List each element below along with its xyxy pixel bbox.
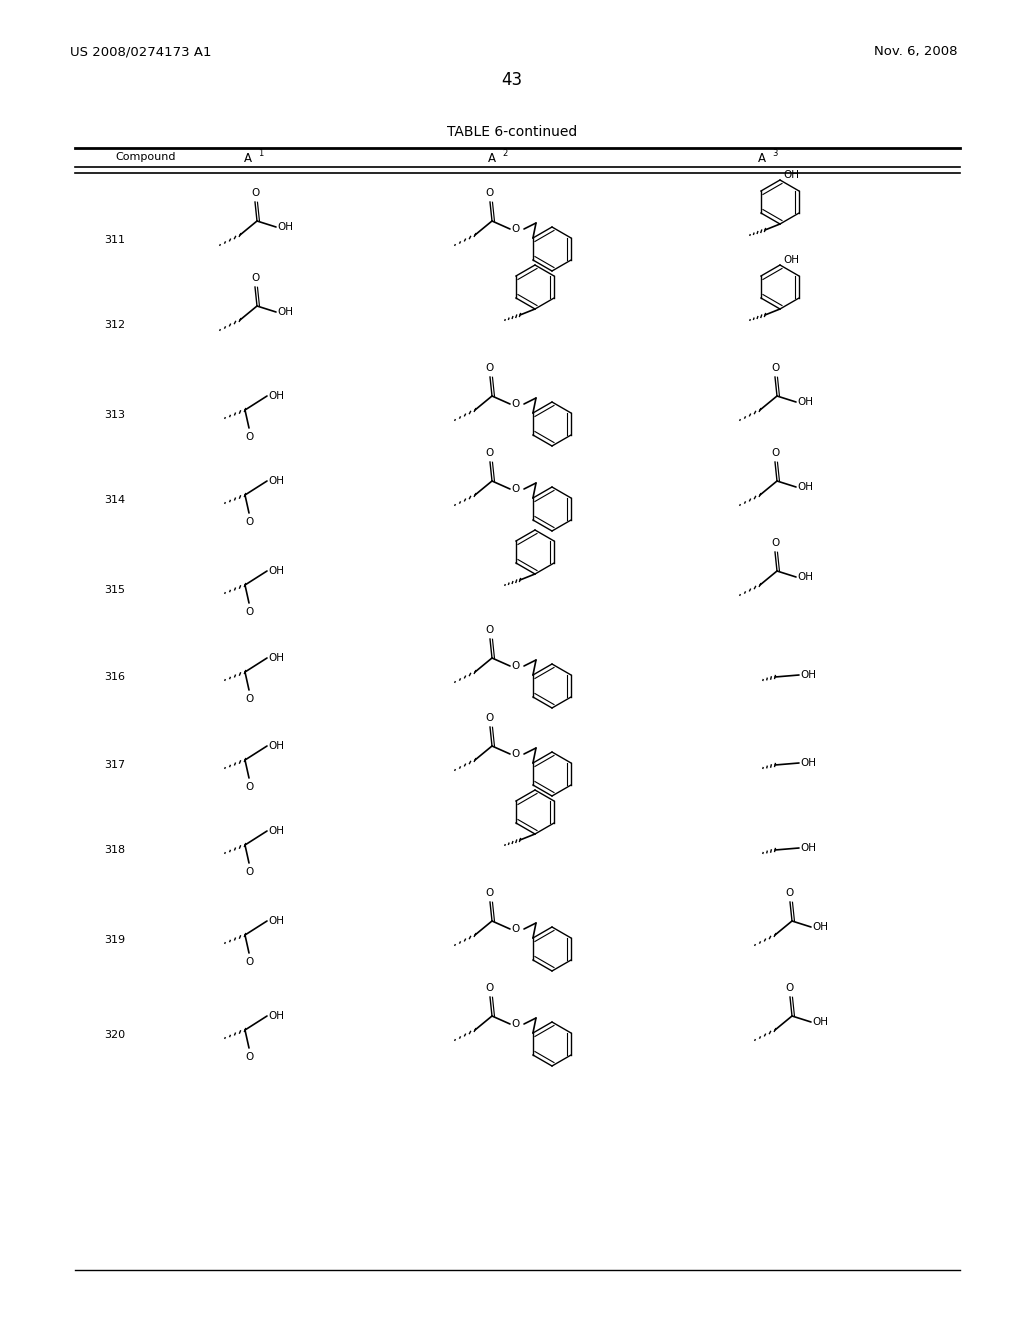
Text: OH: OH <box>812 921 828 932</box>
Text: OH: OH <box>812 1016 828 1027</box>
Text: O: O <box>245 517 253 527</box>
Text: O: O <box>245 607 253 616</box>
Text: 311: 311 <box>104 235 126 246</box>
Text: OH: OH <box>268 1011 284 1020</box>
Text: 315: 315 <box>104 585 126 595</box>
Text: OH: OH <box>268 391 284 401</box>
Text: 317: 317 <box>104 760 126 770</box>
Text: A: A <box>758 152 766 165</box>
Text: 320: 320 <box>104 1030 126 1040</box>
Text: O: O <box>251 187 259 198</box>
Text: 313: 313 <box>104 411 126 420</box>
Text: O: O <box>511 484 519 494</box>
Text: 43: 43 <box>502 71 522 88</box>
Text: OH: OH <box>797 572 813 582</box>
Text: O: O <box>511 224 519 234</box>
Text: OH: OH <box>268 826 284 836</box>
Text: 319: 319 <box>104 935 126 945</box>
Text: OH: OH <box>278 308 293 317</box>
Text: Nov. 6, 2008: Nov. 6, 2008 <box>874 45 958 58</box>
Text: O: O <box>511 661 519 671</box>
Text: O: O <box>245 1052 253 1063</box>
Text: O: O <box>511 924 519 935</box>
Text: O: O <box>245 432 253 442</box>
Text: OH: OH <box>800 843 816 853</box>
Text: 3: 3 <box>772 149 777 158</box>
Text: OH: OH <box>278 222 293 232</box>
Text: OH: OH <box>800 758 816 768</box>
Text: OH: OH <box>800 671 816 680</box>
Text: A: A <box>244 152 252 165</box>
Text: O: O <box>785 983 795 993</box>
Text: O: O <box>485 363 495 374</box>
Text: O: O <box>485 624 495 635</box>
Text: O: O <box>485 983 495 993</box>
Text: Compound: Compound <box>115 152 175 162</box>
Text: O: O <box>245 957 253 968</box>
Text: O: O <box>245 694 253 704</box>
Text: OH: OH <box>783 170 799 180</box>
Text: O: O <box>251 273 259 282</box>
Text: TABLE 6-continued: TABLE 6-continued <box>446 125 578 139</box>
Text: O: O <box>771 363 779 374</box>
Text: O: O <box>785 888 795 898</box>
Text: OH: OH <box>797 482 813 492</box>
Text: O: O <box>511 748 519 759</box>
Text: 2: 2 <box>502 149 507 158</box>
Text: 316: 316 <box>104 672 126 682</box>
Text: A: A <box>488 152 496 165</box>
Text: O: O <box>485 447 495 458</box>
Text: O: O <box>771 447 779 458</box>
Text: 314: 314 <box>104 495 126 506</box>
Text: O: O <box>485 888 495 898</box>
Text: OH: OH <box>797 397 813 407</box>
Text: OH: OH <box>783 255 799 265</box>
Text: OH: OH <box>268 741 284 751</box>
Text: O: O <box>485 713 495 723</box>
Text: O: O <box>245 867 253 876</box>
Text: O: O <box>511 399 519 409</box>
Text: OH: OH <box>268 916 284 927</box>
Text: O: O <box>245 781 253 792</box>
Text: OH: OH <box>268 566 284 576</box>
Text: O: O <box>511 1019 519 1030</box>
Text: O: O <box>771 539 779 548</box>
Text: 312: 312 <box>104 319 126 330</box>
Text: OH: OH <box>268 653 284 663</box>
Text: O: O <box>485 187 495 198</box>
Text: US 2008/0274173 A1: US 2008/0274173 A1 <box>70 45 212 58</box>
Text: 1: 1 <box>258 149 263 158</box>
Text: OH: OH <box>268 477 284 486</box>
Text: 318: 318 <box>104 845 126 855</box>
